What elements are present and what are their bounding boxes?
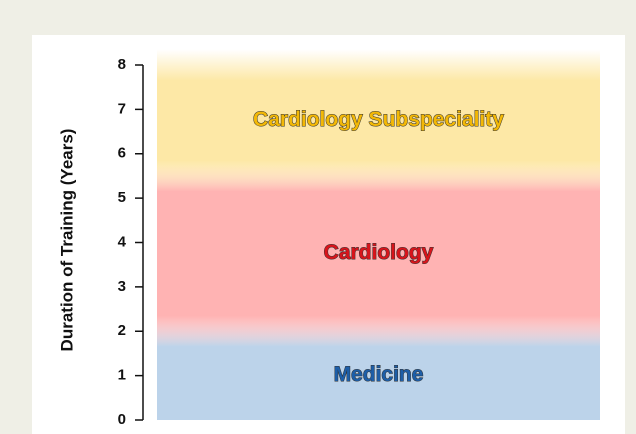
bar-segment bbox=[157, 49, 600, 192]
segment-label: Cardiology bbox=[324, 241, 434, 264]
y-tick-label: 3 bbox=[118, 278, 126, 295]
y-tick-label: 8 bbox=[118, 56, 126, 73]
y-tick-label: 2 bbox=[118, 322, 126, 339]
segment-label: Medicine bbox=[334, 363, 424, 386]
segment-label: Cardiology Subspeciality bbox=[253, 108, 504, 131]
y-tick-label: 0 bbox=[118, 411, 126, 428]
y-tick-label: 7 bbox=[118, 100, 126, 117]
y-tick-label: 6 bbox=[118, 145, 126, 162]
y-tick-label: 5 bbox=[118, 189, 126, 206]
y-tick-label: 1 bbox=[118, 367, 126, 384]
y-axis-title: Duration of Training (Years) bbox=[57, 129, 76, 352]
y-tick-label: 4 bbox=[118, 233, 127, 250]
